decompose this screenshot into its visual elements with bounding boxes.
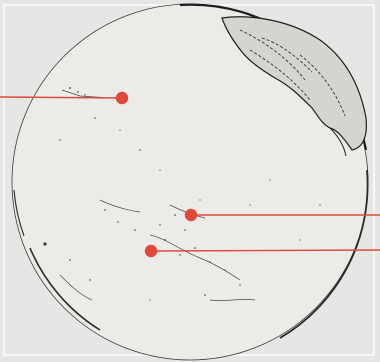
globe-rim-left: [13, 189, 25, 237]
marker-3-leader: [150, 249, 380, 252]
marker-1[interactable]: [115, 91, 129, 105]
globe-rim-lower-left: [29, 247, 101, 331]
marker-2[interactable]: [184, 208, 198, 222]
globe-rim-right: [279, 169, 369, 339]
continent-landmass: [221, 16, 367, 157]
marker-1-leader: [0, 96, 123, 99]
marker-3[interactable]: [144, 244, 158, 258]
